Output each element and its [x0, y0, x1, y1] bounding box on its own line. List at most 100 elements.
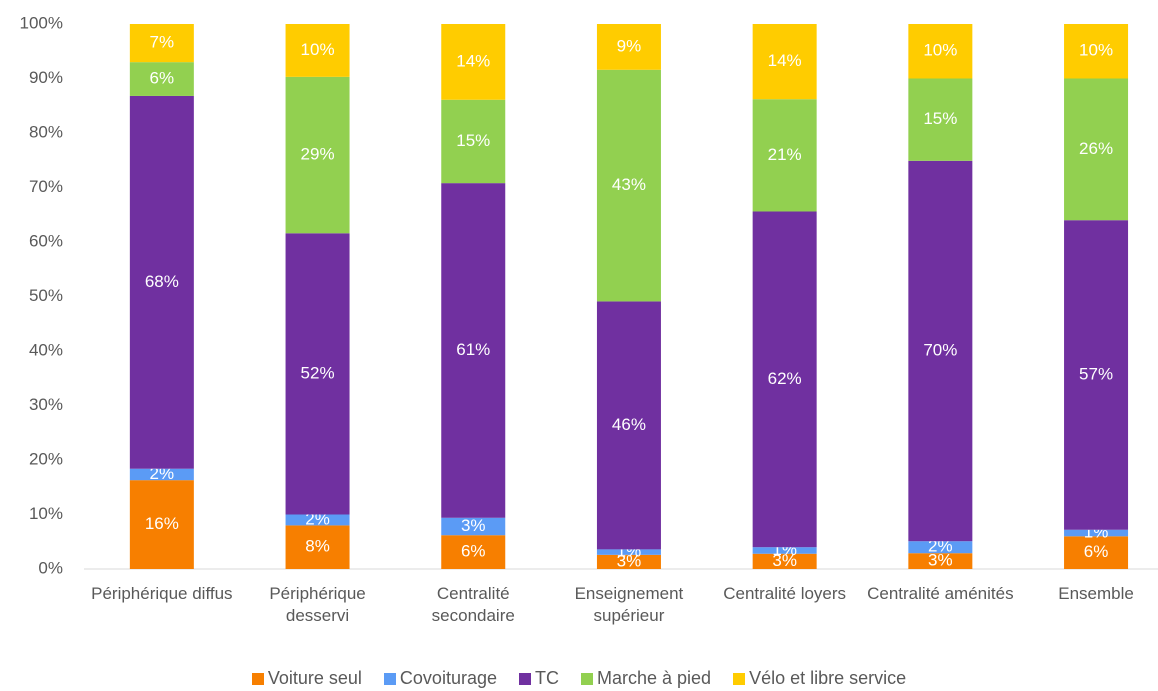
bar-segment [596, 301, 661, 550]
data-label: 6% [461, 542, 486, 561]
x-tick-label: Périphérique desservi [269, 584, 366, 625]
x-tick-label-box: Périphérique diffus [91, 584, 233, 603]
legend-label: Vélo et libre service [749, 668, 907, 688]
bar-segment [441, 517, 506, 536]
x-tick-label: Enseignement supérieur [574, 584, 684, 625]
bar-segment [441, 535, 506, 569]
y-tick-label: 90% [29, 68, 63, 87]
bar-segment [908, 553, 973, 569]
data-label: 14% [456, 51, 490, 70]
x-tick-label-box: Centralité aménités [867, 584, 1014, 603]
y-tick-label: 70% [29, 177, 63, 196]
bar-segment [752, 211, 817, 548]
data-label: 15% [923, 109, 957, 128]
bar-segment [441, 183, 506, 518]
data-label: 8% [305, 537, 330, 556]
x-tick-label-box: Ensemble [1058, 584, 1134, 603]
x-tick-label-box: Enseignement supérieur [574, 584, 684, 625]
bar-segment [908, 78, 973, 161]
x-tick-label: Ensemble [1058, 584, 1134, 603]
data-label: 3% [617, 551, 642, 570]
x-tick-label: Centralité loyers [723, 584, 847, 603]
x-tick-label: Périphérique diffus [91, 584, 233, 603]
data-label: 62% [768, 369, 802, 388]
data-label: 43% [612, 175, 646, 194]
data-label: 15% [456, 131, 490, 150]
bar-segment [285, 514, 350, 526]
bar-segment [1064, 220, 1129, 530]
bar-segment [596, 554, 661, 569]
bar-segment [596, 69, 661, 302]
legend: Voiture seul Covoiturage TC Marche à pied Vé… [0, 668, 1158, 689]
data-label: 9% [617, 36, 642, 55]
bar-segment [908, 541, 973, 554]
data-label: 61% [456, 340, 490, 359]
data-label: 21% [768, 145, 802, 164]
bar-segment [596, 549, 661, 555]
y-tick-label: 30% [29, 395, 63, 414]
bar-segment [285, 233, 350, 515]
x-tick-label: Centralité secondaire [431, 584, 515, 625]
data-label: 3% [928, 551, 953, 570]
data-label: 57% [1079, 364, 1113, 383]
legend-label: Voiture seul [267, 668, 362, 688]
data-label: 70% [923, 340, 957, 359]
bar-segment [441, 24, 506, 100]
bar-segment [752, 24, 817, 100]
bar-segment [1064, 78, 1129, 221]
legend-swatch [518, 672, 531, 685]
x-tick-label: Centralité aménités [867, 584, 1014, 603]
data-label: 7% [150, 33, 175, 52]
legend-item: Covoiturage [383, 668, 497, 689]
y-tick-label: 40% [29, 340, 63, 359]
y-tick-label: 80% [29, 122, 63, 141]
bar-segment [752, 99, 817, 212]
data-label: 68% [145, 272, 179, 291]
data-label: 6% [1084, 542, 1109, 561]
y-tick-label: 100% [20, 13, 63, 32]
bar-segment [1064, 536, 1129, 569]
y-tick-label: 0% [38, 558, 63, 577]
legend-item: Voiture seul [251, 668, 362, 689]
data-label: 10% [923, 41, 957, 60]
bar-segment [908, 160, 973, 542]
bar-segment [129, 24, 194, 63]
data-label: 2% [928, 537, 953, 556]
data-label: 6% [150, 69, 175, 88]
legend-swatch [383, 672, 396, 685]
x-tick-label-box: Centralité loyers [723, 584, 847, 603]
legend-swatch [580, 672, 593, 685]
legend-swatch [251, 672, 264, 685]
legend-swatch [733, 672, 746, 685]
chart: 0% 10% 20% 30% 40% 50% 60% 70% 80% 90% 100% 16% 2% 68… [20, 13, 1158, 625]
legend-item: Marche à pied [580, 668, 712, 689]
legend-label: TC [534, 668, 559, 688]
data-label: 16% [145, 514, 179, 533]
bar-segment [129, 62, 194, 96]
bar-segment [129, 468, 194, 481]
bar-segment [1064, 24, 1129, 79]
bar-segment [129, 95, 194, 469]
bar-segment [285, 24, 350, 77]
y-tick-label: 50% [29, 286, 63, 305]
legend-item: Vélo et libre service [733, 668, 906, 689]
data-label: 10% [1079, 41, 1113, 60]
x-tick-label-box: Centralité secondaire [431, 584, 515, 625]
bar-segment [752, 553, 817, 569]
x-tick-label-box: Périphérique desservi [269, 584, 366, 625]
bar-segment [285, 76, 350, 234]
data-label: 3% [772, 551, 797, 570]
bar-segment [1064, 529, 1129, 537]
bar-segment [441, 99, 506, 184]
y-tick-label: 60% [29, 231, 63, 250]
data-label: 29% [301, 145, 335, 164]
data-label: 3% [461, 516, 486, 535]
bar-segment [596, 24, 661, 70]
data-label: 26% [1079, 139, 1113, 158]
data-label: 14% [768, 51, 802, 70]
bar-segment [908, 24, 973, 79]
bar-segment [752, 547, 817, 554]
legend-label: Marche à pied [596, 668, 712, 688]
legend-label: Covoiturage [399, 668, 497, 688]
